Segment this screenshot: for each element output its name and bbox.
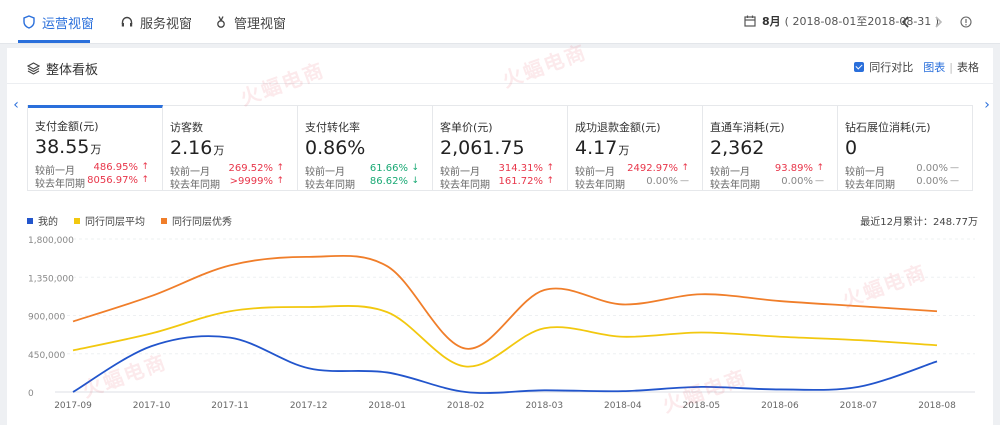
- series-line-mine[interactable]: [73, 336, 937, 393]
- x-tick-label: 2018-07: [840, 401, 878, 411]
- y-tick-label: 900,000: [28, 313, 65, 323]
- y-tick-label: 450,000: [28, 351, 65, 361]
- x-tick-label: 2018-03: [525, 401, 563, 411]
- y-tick-label: 1,350,000: [28, 274, 74, 284]
- x-tick-label: 2018-01: [368, 401, 406, 411]
- x-tick-label: 2018-06: [761, 401, 799, 411]
- y-tick-label: 0: [28, 389, 34, 399]
- x-tick-label: 2018-04: [604, 401, 642, 411]
- x-tick-label: 2017-12: [290, 401, 328, 411]
- x-tick-label: 2018-08: [918, 401, 956, 411]
- x-tick-label: 2017-11: [211, 401, 249, 411]
- y-tick-label: 1,800,000: [28, 236, 74, 246]
- x-tick-label: 2018-02: [447, 401, 485, 411]
- x-tick-label: 2017-10: [133, 401, 171, 411]
- series-line-best[interactable]: [73, 256, 937, 349]
